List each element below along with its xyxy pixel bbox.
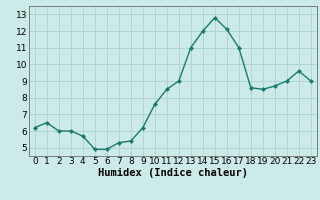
X-axis label: Humidex (Indice chaleur): Humidex (Indice chaleur) [98, 168, 248, 178]
